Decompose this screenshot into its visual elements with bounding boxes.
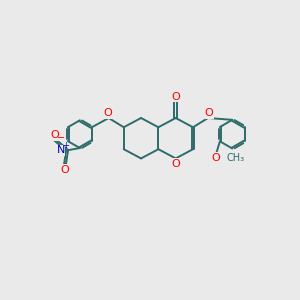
Text: O: O: [171, 92, 180, 101]
Text: O: O: [205, 108, 213, 118]
Text: N: N: [56, 145, 65, 155]
Text: O: O: [212, 153, 220, 163]
Text: −: −: [57, 133, 65, 143]
Text: O: O: [60, 165, 69, 175]
Text: O: O: [172, 158, 181, 169]
Text: +: +: [62, 141, 69, 150]
Text: O: O: [50, 130, 59, 140]
Text: O: O: [103, 108, 112, 118]
Text: CH₃: CH₃: [226, 153, 244, 163]
